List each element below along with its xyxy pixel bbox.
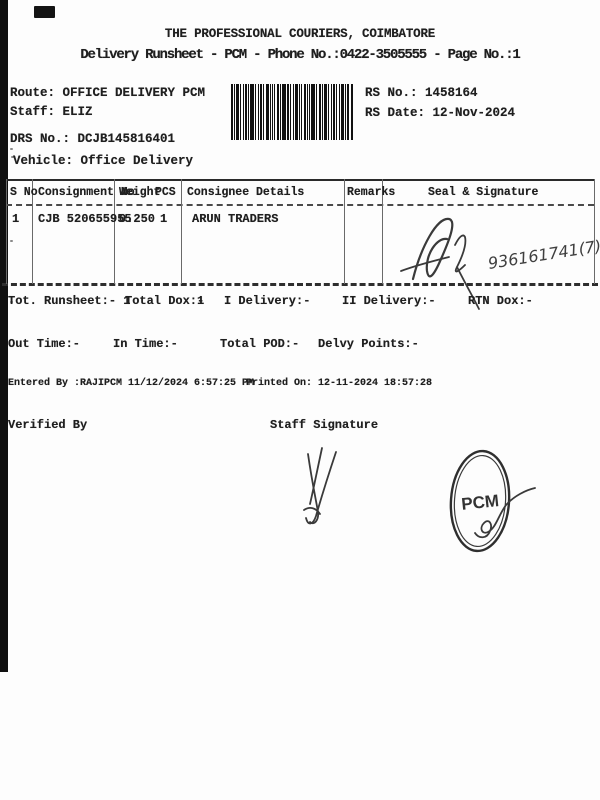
- staff-signature-label: Staff Signature: [270, 418, 379, 432]
- rs-date-line: RS Date: 12-Nov-2024: [365, 106, 515, 120]
- vehicle-line: Vehicle: Office Delivery: [13, 154, 193, 168]
- table-divider: [344, 179, 345, 284]
- row-consignee: ARUN TRADERS: [192, 212, 279, 226]
- vehicle-label: Vehicle:: [13, 154, 74, 168]
- out-time-label: Out Time:-: [8, 337, 81, 351]
- col-header-sno: S No: [10, 186, 38, 199]
- route-line: Route: OFFICE DELIVERY PCM: [10, 86, 205, 100]
- drs-no-value: DCJB145816401: [77, 132, 176, 146]
- table-top-border: [6, 179, 594, 181]
- table-bottom-border: [2, 283, 598, 286]
- verified-by-label: Verified By: [8, 418, 88, 432]
- rs-no-value: 1458164: [425, 86, 478, 100]
- pcm-stamp: PCM: [449, 449, 536, 553]
- col-header-pcs: PCS: [155, 186, 176, 199]
- rtn-dox-label: RTN Dox:-: [468, 294, 533, 308]
- col-header-consignment: Consignment No: [38, 186, 135, 199]
- table-divider: [181, 179, 182, 284]
- rs-no-label: RS No.:: [365, 86, 418, 100]
- staff-line: Staff: ELIZ: [10, 105, 93, 119]
- document-subtitle: Delivery Runsheet - PCM - Phone No.:0422…: [80, 47, 520, 63]
- seal-signature: 936161741(7): [400, 217, 600, 310]
- staff-label: Staff:: [10, 105, 56, 119]
- scan-speck: [10, 240, 13, 242]
- scan-speck: [10, 301, 13, 303]
- seal-phone-number: 936161741(7): [487, 236, 600, 273]
- route-label: Route:: [10, 86, 56, 100]
- rs-no-line: RS No.: 1458164: [365, 86, 478, 100]
- table-divider: [382, 179, 383, 284]
- delvy-points-label: Delvy Points:-: [318, 337, 419, 351]
- entered-by: Entered By :RAJIPCM 11/12/2024 6:57:25 P…: [8, 378, 255, 389]
- row-sno: 1: [12, 212, 20, 226]
- scan-corner-mark: [34, 6, 55, 18]
- total-dox-label: Total Dox:-: [125, 294, 205, 308]
- stamp-pen-squiggle: [474, 487, 536, 539]
- scan-speck: [11, 156, 14, 158]
- col-header-seal: Seal & Signature: [428, 186, 539, 199]
- row-consignment: CJB 520655955: [38, 212, 132, 226]
- total-pod-label: Total POD:-: [220, 337, 300, 351]
- row-pcs: 1: [160, 212, 168, 226]
- rs-date-value: 12-Nov-2024: [432, 106, 516, 120]
- col-header-weight: Weight: [119, 186, 161, 199]
- drs-no-label: DRS No.:: [10, 132, 71, 146]
- scan-speck: [10, 148, 13, 150]
- route-value: OFFICE DELIVERY PCM: [62, 86, 206, 100]
- total-dox-value: 1: [197, 294, 205, 308]
- staff-signature-mark: [303, 447, 337, 525]
- table-divider: [32, 179, 33, 284]
- col-header-remarks: Remarks: [347, 186, 396, 199]
- table-divider: [114, 179, 115, 284]
- i-delivery-label: I Delivery:-: [224, 294, 311, 308]
- scan-edge-artifact: [0, 0, 8, 672]
- drs-no-line: DRS No.: DCJB145816401: [10, 132, 175, 146]
- barcode: [231, 84, 353, 140]
- table-border-left: [6, 179, 7, 284]
- staff-value: ELIZ: [62, 105, 93, 119]
- ii-delivery-label: II Delivery:-: [342, 294, 436, 308]
- table-header-divider: [6, 204, 594, 206]
- stamp-inner-ring: [453, 454, 507, 548]
- document-title: THE PROFESSIONAL COURIERS, COIMBATORE: [164, 27, 436, 41]
- tot-runsheet-value: 1: [123, 294, 131, 308]
- rs-date-label: RS Date:: [365, 106, 426, 120]
- stamp-text: PCM: [460, 491, 500, 514]
- printed-on: Printed On: 12-11-2024 18:57:28: [246, 378, 433, 389]
- col-header-consignee: Consignee Details: [187, 186, 305, 199]
- tot-runsheet: Tot. Runsheet:- 1: [8, 294, 131, 308]
- in-time-label: In Time:-: [113, 337, 178, 351]
- row-weight: 0.250: [119, 212, 156, 226]
- vehicle-value: Office Delivery: [80, 154, 194, 168]
- table-border-right: [594, 179, 595, 284]
